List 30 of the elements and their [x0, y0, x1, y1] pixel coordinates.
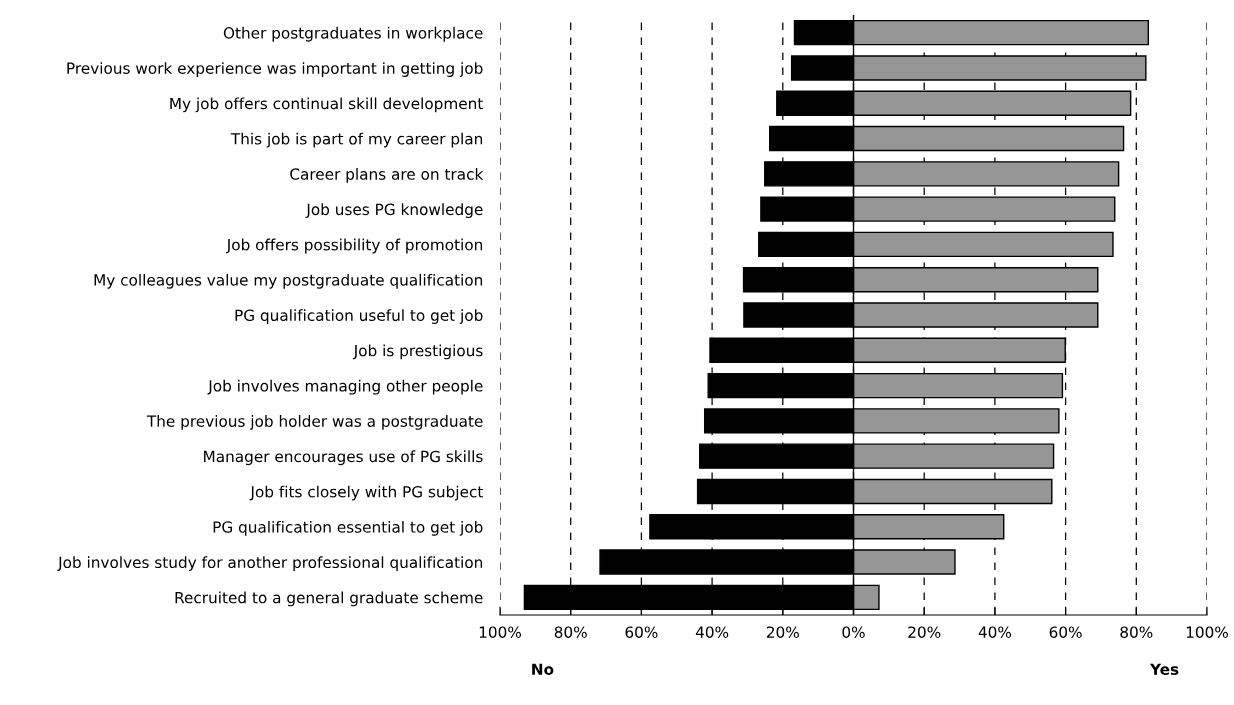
- x-tick-label: 60%: [625, 626, 658, 638]
- y-tick-label: Job is prestigious: [352, 344, 483, 360]
- x-tick-label: 20%: [908, 626, 941, 638]
- y-tick-label: Job involves managing other people: [207, 379, 483, 395]
- y-tick-label: Recruited to a general graduate scheme: [175, 591, 483, 607]
- x-tick-label: 0%: [842, 626, 865, 638]
- y-tick-label: My colleagues value my postgraduate qualification: [94, 273, 483, 289]
- x-tick-label: 40%: [978, 626, 1012, 638]
- x-tick-label: 20%: [766, 626, 799, 638]
- text: Yes: [1149, 663, 1179, 675]
- x-tick-label: 60%: [1049, 626, 1082, 638]
- y-tick-label: Job offers possibility of promotion: [225, 238, 483, 254]
- x-tick-label: 40%: [695, 626, 729, 638]
- x-tick-label: 80%: [554, 626, 587, 638]
- y-tick-label: Other postgraduates in workplace: [223, 26, 483, 42]
- x-tick-label: 100%: [1186, 626, 1228, 638]
- y-tick-label: Previous work experience was important in getting job: [67, 62, 483, 77]
- y-tick-label: Career plans are on track: [290, 168, 484, 183]
- y-tick-label: Manager encourages use of PG skills: [204, 450, 483, 466]
- y-tick-label: Job uses PG knowledge: [305, 203, 483, 219]
- x-tick-label: 80%: [1120, 626, 1153, 638]
- y-tick-label: This job is part of my career plan: [230, 132, 483, 148]
- y-tick-label: The previous job holder was a postgraduate: [146, 415, 483, 430]
- y-tick-label: PG qualification essential to get job: [213, 520, 483, 536]
- y-tick-label: Job fits closely with PG subject: [249, 485, 483, 501]
- text: No: [532, 663, 554, 675]
- y-tick-label: Job involves study for another professional qualification: [57, 556, 483, 572]
- y-tick-label: My job offers continual skill development: [170, 97, 483, 113]
- x-tick-label: 100%: [479, 626, 521, 638]
- y-tick-label: PG qualification useful to get job: [235, 309, 483, 324]
